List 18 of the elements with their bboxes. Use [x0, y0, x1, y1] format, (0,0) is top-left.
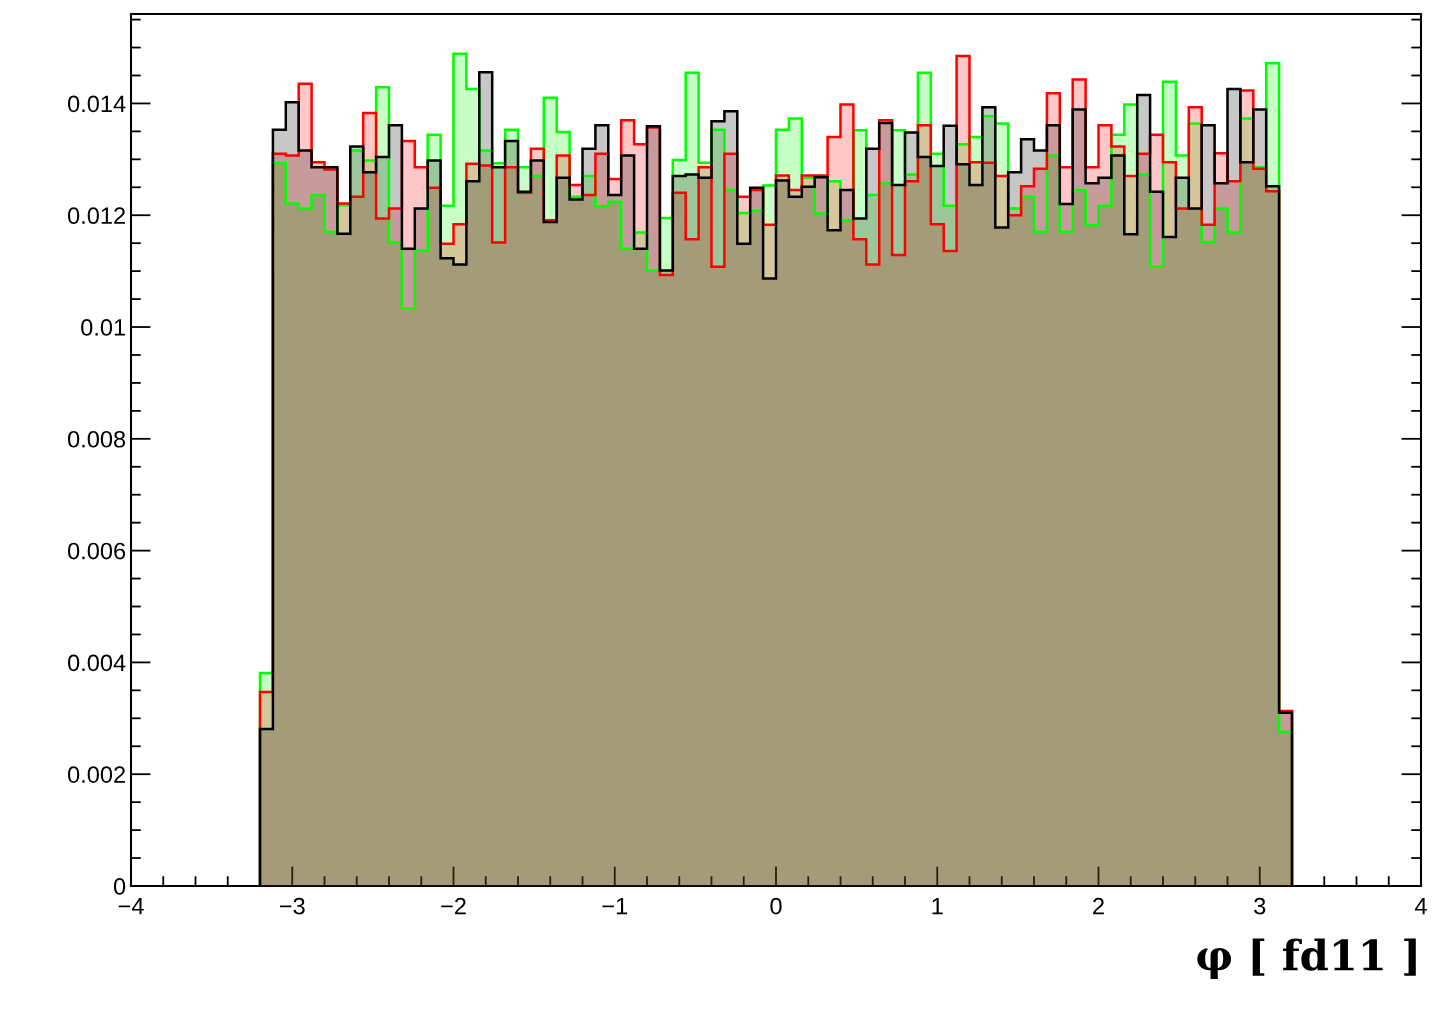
- x-tick-label: 4: [1414, 897, 1427, 915]
- x-tick-label: −3: [279, 897, 305, 915]
- x-tick-label: 3: [1254, 897, 1266, 915]
- x-tick-label: 2: [1093, 897, 1104, 915]
- x-tick-label: 1: [932, 897, 943, 915]
- y-tick-label: 0.01: [81, 319, 125, 336]
- x-tick-label: −1: [602, 897, 628, 915]
- y-tick-label: 0.004: [67, 654, 126, 672]
- y-tick-label: 0.002: [67, 766, 125, 783]
- x-tick-label: 0: [770, 897, 782, 915]
- x-axis-title: φ [ fd11 ]: [1197, 938, 1416, 979]
- y-tick-label: 0.012: [67, 207, 125, 225]
- y-tick-label: 0.008: [67, 430, 126, 448]
- y-tick-label: 0.006: [67, 542, 126, 560]
- y-tick-label: 0.014: [67, 95, 126, 113]
- y-tick-label: 0: [113, 878, 126, 895]
- x-tick-label: −4: [118, 897, 144, 915]
- x-tick-label: −2: [441, 897, 466, 915]
